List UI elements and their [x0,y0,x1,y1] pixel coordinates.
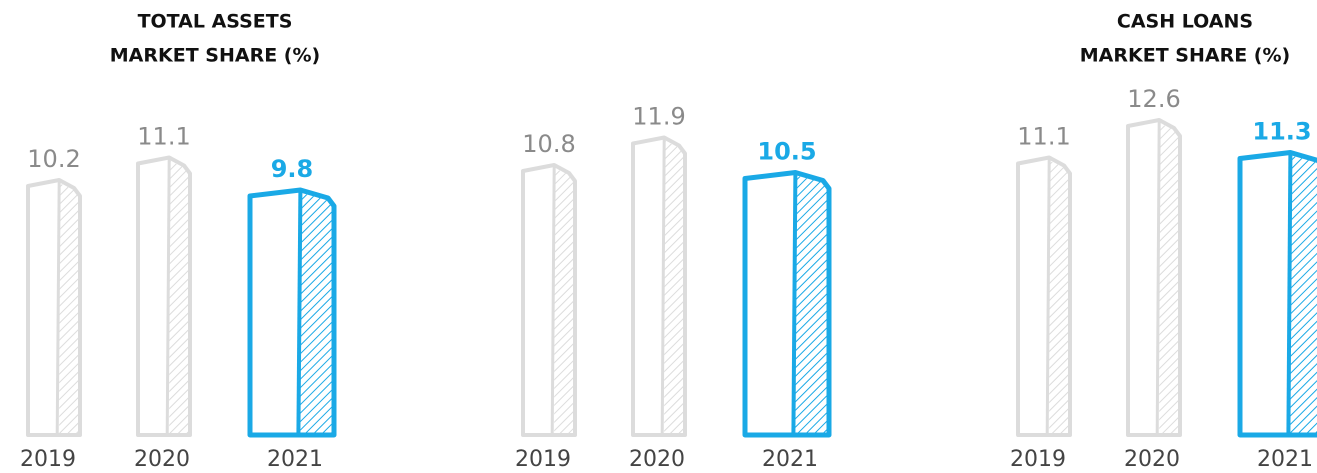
value-label: 9.8 [271,155,314,183]
x-tick-label: 2019 [1010,447,1066,472]
bar-divider [1286,152,1293,436]
chart-title: MARKET SHARE (%) [1080,45,1290,67]
bar-hatch [795,175,829,435]
bar-divider [791,172,798,436]
bar-hatch [664,140,685,435]
value-label: 10.8 [522,130,575,158]
value-label: 11.9 [632,103,685,131]
bar-hatch [1049,160,1070,435]
bar-divider [550,164,556,436]
bar-divider [1155,119,1161,436]
bar-divider [1045,157,1051,436]
x-tick-label: 2021 [762,447,818,472]
bar-hatch [59,183,80,435]
bar-hatch [169,160,190,435]
bar-divider [660,137,666,436]
x-tick-label: 2019 [20,447,76,472]
bar-hatch [1290,155,1317,435]
bar-divider [296,189,303,436]
chart-title: TOTAL ASSETS [138,11,293,33]
chart-title: MARKET SHARE (%) [110,45,320,67]
x-tick-label: 2019 [515,447,571,472]
chart-title: CASH LOANS [1117,11,1253,33]
value-label: 11.3 [1252,118,1311,146]
bar-divider [165,157,171,436]
value-label: 10.2 [27,145,80,173]
x-tick-label: 2021 [267,447,323,472]
x-tick-label: 2020 [1124,447,1180,472]
bar-divider [55,179,61,436]
bar-hatch [1159,123,1180,435]
x-tick-label: 2020 [629,447,685,472]
x-tick-label: 2021 [1257,447,1313,472]
value-label: 12.6 [1127,85,1180,113]
value-label: 11.1 [1017,123,1070,151]
bar-hatch [300,193,334,435]
bar-hatch [554,168,575,435]
value-label: 11.1 [137,123,190,151]
value-label: 10.5 [757,138,816,166]
x-tick-label: 2020 [134,447,190,472]
